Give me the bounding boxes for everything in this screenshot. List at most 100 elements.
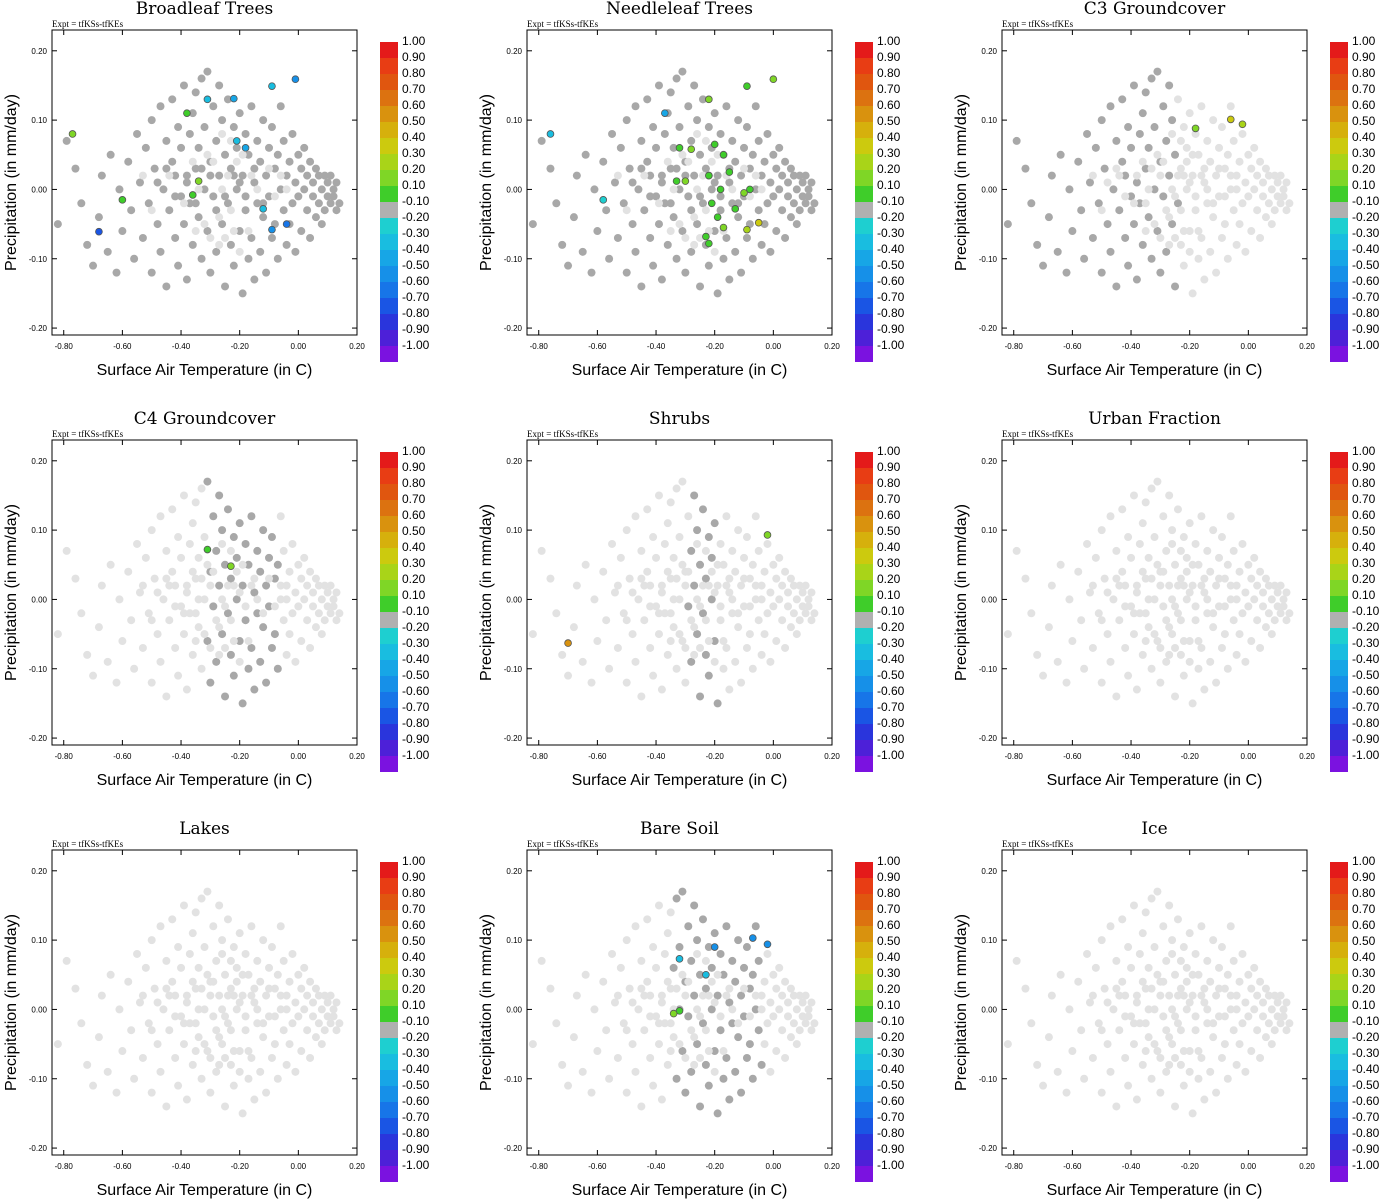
point-weak-correlation [182,178,191,187]
point-weak-correlation [675,123,684,132]
point-background [253,956,262,965]
point-weak-correlation [244,150,253,159]
point-weak-correlation [669,213,678,222]
point-weak-correlation [212,247,221,256]
colorbar-label: -0.50 [877,258,905,272]
point-weak-correlation [203,477,212,486]
point-background [232,1005,241,1014]
point-background [209,1012,218,1021]
point-background [675,533,684,542]
colorbar-swatch [1330,532,1348,548]
point-background [1097,206,1106,215]
point-background [244,970,253,979]
point-weak-correlation [798,192,807,201]
y-tick-label: 0.00 [506,1005,522,1014]
point-correlated [743,225,751,234]
x-tick-label: 0.20 [349,342,365,351]
point-background [613,171,622,180]
point-background [675,595,684,604]
point-background [1168,595,1177,604]
point-background [279,546,288,555]
point-weak-correlation [209,512,218,521]
point-background [303,616,312,625]
colorbar-label: -0.50 [1352,668,1380,682]
point-background [1203,609,1212,618]
point-weak-correlation [238,581,247,590]
point-background [696,1053,705,1062]
point-weak-correlation [681,171,690,180]
point-background [1047,991,1056,1000]
point-weak-correlation [696,150,705,159]
point-background [1188,991,1197,1000]
point-background [657,685,666,694]
point-weak-correlation [265,143,274,152]
colorbar-label: -1.00 [877,338,905,352]
point-weak-correlation [317,220,326,229]
point-background [772,637,781,646]
point-weak-correlation [719,970,728,979]
point-background [141,963,150,972]
x-axis-label: Surface Air Temperature (in C) [572,1182,788,1199]
point-background [185,539,194,548]
point-background [681,643,690,652]
point-background [804,1005,813,1014]
x-tick-label: -0.40 [172,752,191,761]
point-background [1273,998,1282,1007]
point-weak-correlation [672,164,681,173]
colorbar-label: 0.60 [402,98,426,112]
point-weak-correlation [725,998,734,1007]
point-background [1226,991,1235,1000]
point-weak-correlation [690,991,699,1000]
point-background [1217,123,1226,132]
point-background [1215,192,1224,201]
point-background [1215,963,1224,972]
point-background [226,1060,235,1069]
point-background [652,1012,661,1021]
point-background [165,1026,174,1035]
colorbar-swatch [380,516,398,532]
point-background [244,1047,253,1056]
point-background [1132,581,1141,590]
point-background [1238,949,1247,958]
point-background [1147,664,1156,673]
point-background [203,150,212,159]
point-background [1215,984,1224,993]
colorbar-swatch [855,1150,873,1166]
colorbar-label: -0.50 [877,1078,905,1092]
point-background [209,157,218,166]
point-background [314,581,323,590]
x-tick-label: 0.20 [349,1162,365,1171]
colorbar-label: -0.70 [402,700,430,714]
point-background [1097,1088,1106,1097]
point-weak-correlation [267,533,276,542]
colorbar-swatch [1330,1006,1348,1022]
x-tick-label: -0.80 [55,752,74,761]
point-background [1056,970,1065,979]
point-background [654,1019,663,1028]
y-tick-label: 0.00 [31,185,47,194]
point-background [188,519,197,528]
colorbar-swatch [855,468,873,484]
point-background [188,977,197,986]
point-background [1276,609,1285,618]
colorbar-swatch [1330,1102,1348,1118]
point-background [335,609,344,618]
point-background [1279,1012,1288,1021]
colorbar-swatch [1330,1166,1348,1182]
point-background [643,505,652,514]
point-correlated [725,168,734,176]
point-background [1109,595,1118,604]
point-background [1021,574,1030,583]
point-background [778,581,787,590]
colorbar-label: 0.30 [402,556,426,570]
point-background [182,581,191,590]
point-background [728,609,737,618]
point-background [282,1005,291,1014]
point-background [704,637,713,646]
point-background [94,623,103,632]
point-background [558,650,567,659]
colorbar-swatch [380,266,398,282]
point-background [179,1019,188,1028]
point-background [1264,581,1273,590]
